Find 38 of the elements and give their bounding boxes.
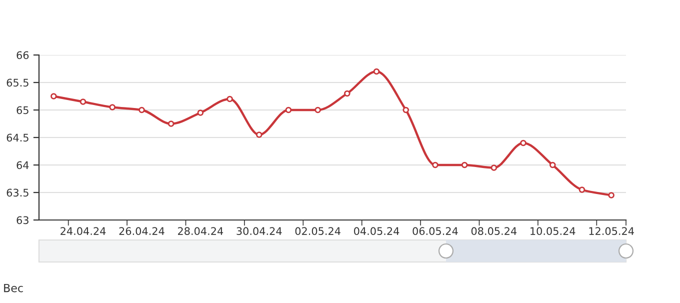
x-tick-label: 02.05.24 (295, 227, 340, 236)
point (168, 120, 174, 127)
point (432, 162, 438, 168)
point (550, 162, 556, 168)
x-tick-label: 28.04.24 (178, 227, 224, 236)
point (226, 96, 233, 102)
point (256, 132, 262, 138)
x-tick-label: 24.04.24 (60, 227, 106, 236)
y-tick-label: 66 (16, 51, 29, 60)
point (344, 90, 350, 97)
x-tick-label: 10.05.24 (530, 227, 576, 236)
y-tick-label: 63.5 (6, 188, 28, 197)
point (50, 93, 57, 100)
point (608, 192, 614, 198)
point (109, 104, 116, 110)
point (80, 98, 86, 105)
y-tick-label: 64.5 (6, 134, 28, 142)
text: Вес (4, 284, 23, 292)
point (520, 140, 526, 146)
point (490, 164, 498, 171)
point (197, 110, 204, 116)
y-tick-label: 65.5 (6, 78, 28, 87)
y-tick-label: 64 (16, 161, 29, 170)
point (138, 106, 145, 114)
y-tick-label: 65 (16, 106, 28, 114)
x-tick-label: 06.05.24 (412, 227, 458, 236)
x-tick-label: 08.05.24 (471, 227, 517, 236)
point (285, 106, 292, 114)
x-tick-label: 04.05.24 (354, 227, 400, 236)
point (461, 162, 468, 168)
y-tick-label: 63 (16, 216, 28, 224)
point (373, 68, 380, 75)
point (314, 106, 321, 114)
x-tick-label: 12.05.24 (589, 227, 634, 236)
point (578, 186, 586, 193)
x-tick-label: 26.04.24 (119, 227, 164, 236)
x-tick-label: 30.04.24 (236, 227, 282, 236)
point (402, 106, 409, 114)
